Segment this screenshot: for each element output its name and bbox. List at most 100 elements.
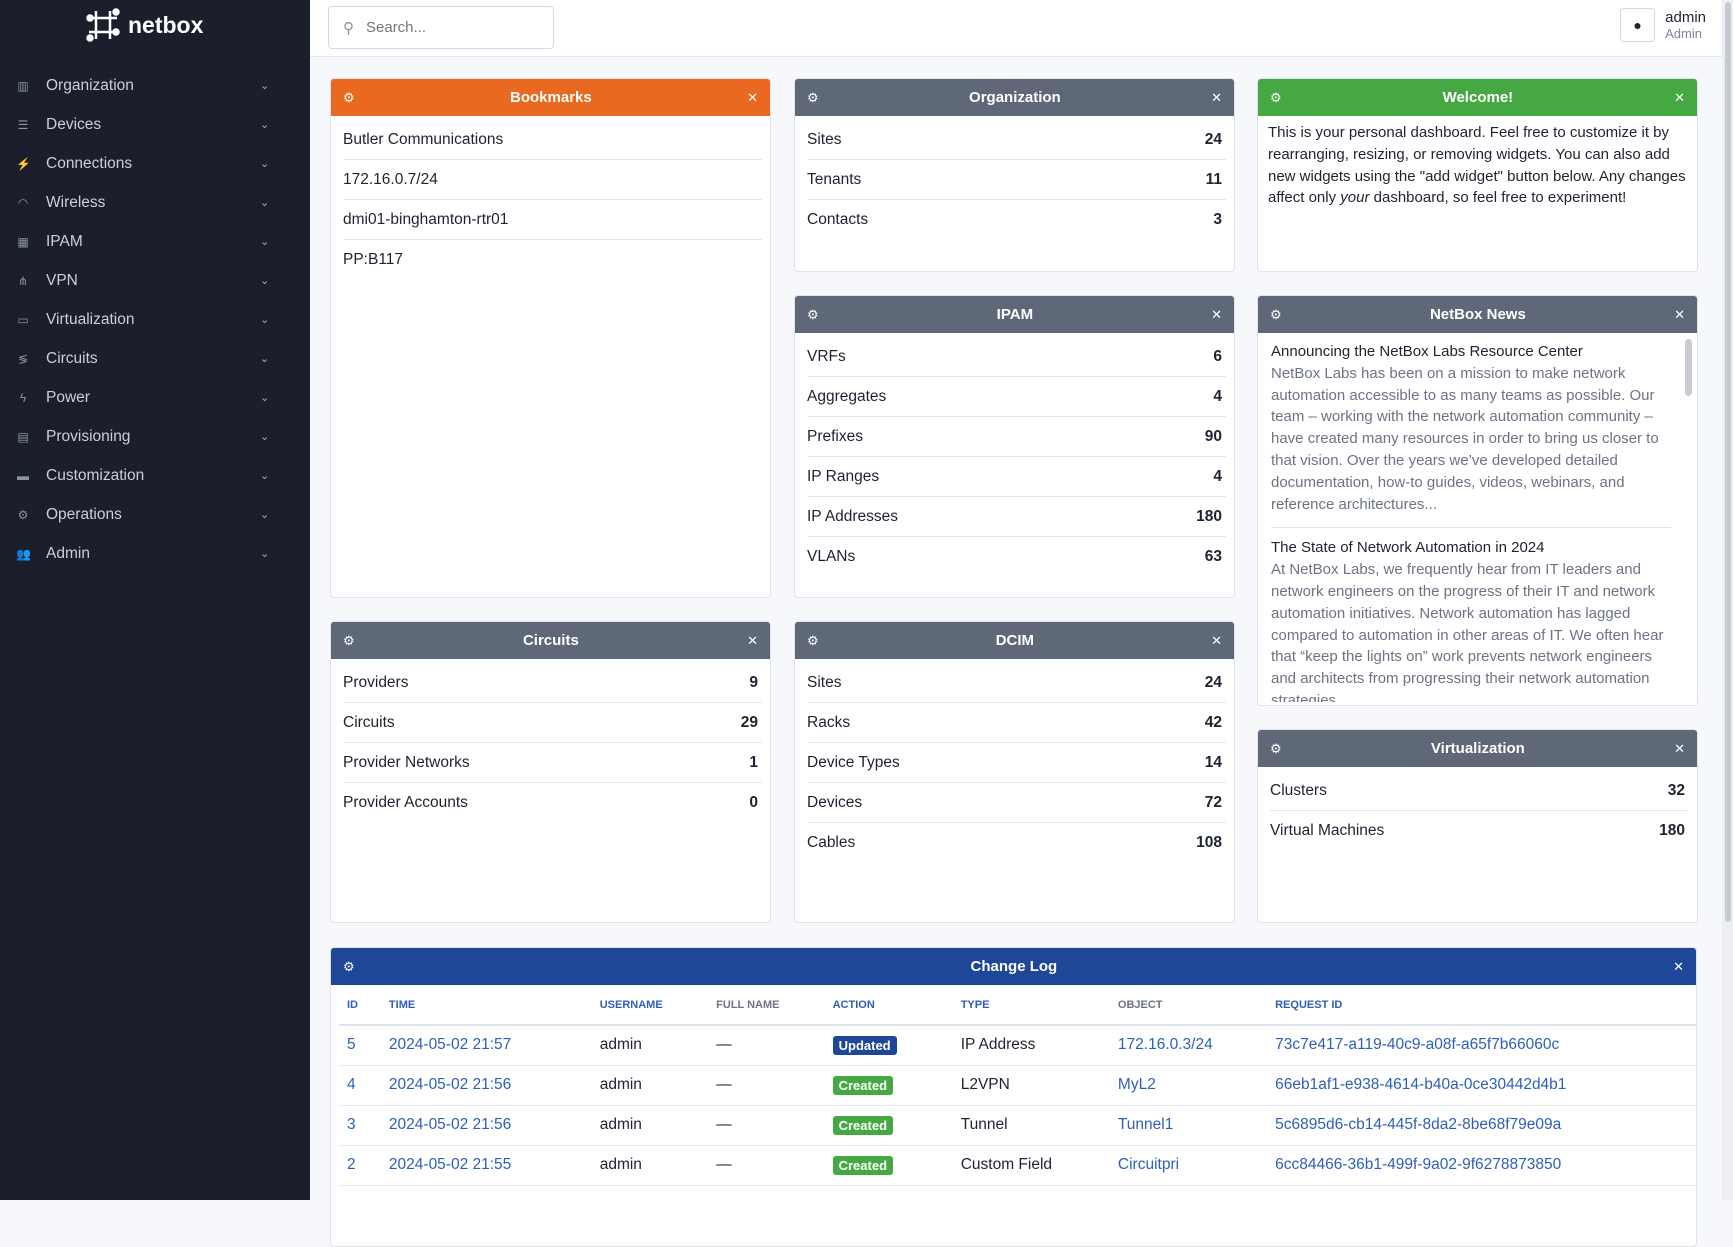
close-icon[interactable]: ✕ [1673,958,1684,974]
widget-header[interactable]: ⚙ Circuits ✕ [331,622,770,659]
sidebar-item-wireless[interactable]: ◠ Wireless ⌄ [0,183,310,222]
news-scrollbar[interactable] [1685,339,1692,396]
close-icon[interactable]: ✕ [1674,306,1685,322]
sidebar-item-operations[interactable]: ⚙ Operations ⌄ [0,495,310,534]
stat-row[interactable]: Circuits 29 [343,703,762,743]
gear-icon[interactable]: ⚙ [343,89,355,105]
gear-icon[interactable]: ⚙ [807,632,819,648]
gear-icon[interactable]: ⚙ [343,632,355,648]
stat-row[interactable]: Virtual Machines 180 [1270,811,1689,851]
column-header[interactable]: REQUEST ID [1267,985,1696,1026]
stat-row[interactable]: Racks 42 [807,703,1226,743]
stat-row[interactable]: VLANs 63 [807,537,1226,577]
cell-object[interactable]: Circuitpri [1109,1145,1268,1186]
stat-row[interactable]: Provider Networks 1 [343,743,762,783]
widget-header[interactable]: ⚙ Bookmarks ✕ [331,79,770,116]
cell-id[interactable]: 4 [339,1065,381,1106]
stat-row[interactable]: Contacts 3 [807,200,1226,240]
search-box[interactable]: ⚲ [328,6,554,49]
cell-object[interactable]: MyL2 [1109,1065,1268,1106]
stat-row[interactable]: IP Addresses 180 [807,497,1226,537]
stat-row[interactable]: Clusters 32 [1270,771,1689,811]
close-icon[interactable]: ✕ [1674,740,1685,756]
cell-request-id[interactable]: 66eb1af1-e938-4614-b40a-0ce30442d4b1 [1267,1065,1696,1106]
cell-time[interactable]: 2024-05-02 21:57 [380,1025,592,1066]
cell-request-id[interactable]: 73c7e417-a119-40c9-a08f-a65f7b66060c [1267,1025,1696,1066]
stat-label[interactable]: Contacts [807,211,869,228]
close-icon[interactable]: ✕ [747,632,758,648]
widget-header[interactable]: ⚙ DCIM ✕ [795,622,1234,659]
close-icon[interactable]: ✕ [1211,632,1222,648]
cell-object[interactable]: Tunnel1 [1109,1105,1268,1146]
column-header[interactable]: OBJECT [1109,985,1268,1026]
column-header[interactable]: USERNAME [591,985,709,1026]
column-header[interactable]: ID [339,985,381,1026]
column-header[interactable]: TIME [380,985,592,1026]
cell-time[interactable]: 2024-05-02 21:55 [380,1145,592,1186]
cell-id[interactable]: 5 [339,1025,381,1066]
stat-label[interactable]: Clusters [1270,781,1327,799]
stat-row[interactable]: Cables 108 [807,823,1226,863]
scrollbar-thumb[interactable] [1725,2,1731,922]
column-header[interactable]: TYPE [952,985,1110,1026]
page-scrollbar[interactable] [1722,0,1733,1200]
stat-label[interactable]: Tenants [807,170,862,188]
close-icon[interactable]: ✕ [1211,89,1222,105]
stat-label[interactable]: Virtual Machines [1270,822,1385,839]
widget-header[interactable]: ⚙ IPAM ✕ [795,296,1234,333]
close-icon[interactable]: ✕ [747,89,758,105]
bookmark-link[interactable]: Butler Communications [343,120,762,160]
widget-header[interactable]: ⚙ NetBox News ✕ [1258,296,1697,333]
stat-label[interactable]: Aggregates [807,387,887,405]
widget-header[interactable]: ⚙ Organization ✕ [795,79,1234,116]
stat-row[interactable]: Aggregates 4 [807,377,1226,417]
news-item[interactable]: The State of Network Automation in 2024 A… [1271,537,1671,702]
cell-time[interactable]: 2024-05-02 21:56 [380,1105,592,1146]
stat-label[interactable]: IP Addresses [807,507,899,525]
search-input[interactable] [366,19,526,36]
cell-time[interactable]: 2024-05-02 21:56 [380,1065,592,1106]
bookmark-link[interactable]: PP:B117 [343,240,762,280]
sidebar-item-virtualization[interactable]: ▭ Virtualization ⌄ [0,300,310,339]
close-icon[interactable]: ✕ [1674,89,1685,105]
stat-row[interactable]: Device Types 14 [807,743,1226,783]
stat-row[interactable]: Prefixes 90 [807,417,1226,457]
stat-label[interactable]: Racks [807,713,851,731]
stat-label[interactable]: Provider Accounts [343,794,468,811]
stat-row[interactable]: Providers 9 [343,663,762,703]
sidebar-item-devices[interactable]: ☰ Devices ⌄ [0,105,310,144]
sidebar-item-ipam[interactable]: ▦ IPAM ⌄ [0,222,310,261]
stat-label[interactable]: Cables [807,834,856,851]
cell-id[interactable]: 3 [339,1105,381,1146]
gear-icon[interactable]: ⚙ [343,958,355,974]
sidebar-item-customization[interactable]: ▬ Customization ⌄ [0,456,310,495]
sidebar-item-organization[interactable]: ▥ Organization ⌄ [0,66,310,105]
news-title[interactable]: Announcing the NetBox Labs Resource Cent… [1271,343,1583,360]
sidebar-item-connections[interactable]: ⚡ Connections ⌄ [0,144,310,183]
netbox-logo[interactable]: netbox [86,8,203,42]
column-header[interactable]: FULL NAME [708,985,825,1026]
bookmark-link[interactable]: dmi01-binghamton-rtr01 [343,200,762,240]
gear-icon[interactable]: ⚙ [1270,740,1282,756]
cell-object[interactable]: 172.16.0.3/24 [1109,1025,1268,1066]
sidebar-item-vpn[interactable]: ⋔ VPN ⌄ [0,261,310,300]
stat-label[interactable]: Provider Networks [343,753,470,771]
stat-row[interactable]: Devices 72 [807,783,1226,823]
stat-row[interactable]: Tenants 11 [807,160,1226,200]
sidebar-item-circuits[interactable]: ≶ Circuits ⌄ [0,339,310,378]
stat-row[interactable]: Sites 24 [807,663,1226,703]
stat-row[interactable]: VRFs 6 [807,337,1226,377]
widget-header[interactable]: ⚙ Welcome! ✕ [1258,79,1697,116]
stat-row[interactable]: Sites 24 [807,120,1226,160]
gear-icon[interactable]: ⚙ [807,89,819,105]
news-title[interactable]: The State of Network Automation in 2024 [1271,539,1545,557]
gear-icon[interactable]: ⚙ [1270,89,1282,105]
stat-label[interactable]: Sites [807,130,842,148]
gear-icon[interactable]: ⚙ [1270,306,1282,322]
sidebar-item-provisioning[interactable]: ▤ Provisioning ⌄ [0,417,310,456]
widget-header[interactable]: ⚙ Virtualization ✕ [1258,730,1697,767]
stat-label[interactable]: IP Ranges [807,467,880,485]
cell-id[interactable]: 2 [339,1145,381,1186]
stat-label[interactable]: Circuits [343,713,395,731]
user-menu[interactable]: ● admin Admin [1620,8,1706,42]
